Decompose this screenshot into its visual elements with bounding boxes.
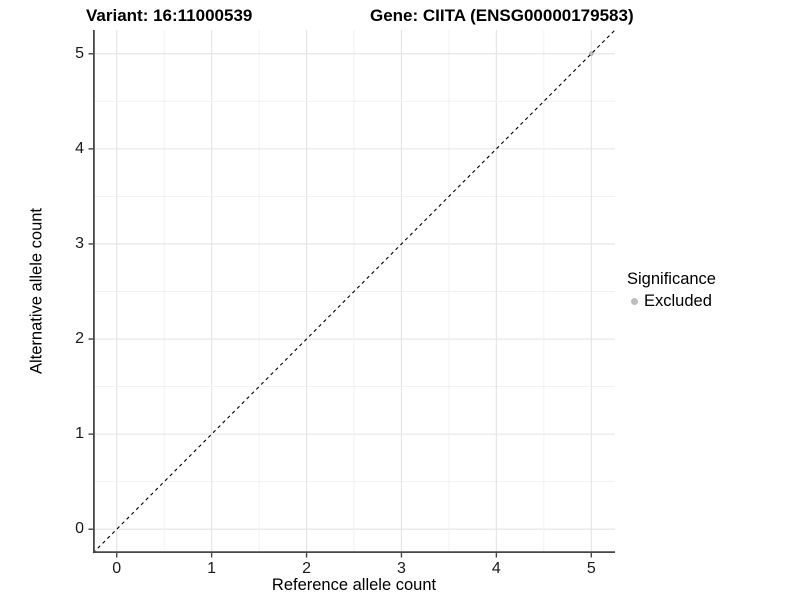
y-tick-label: 0 [75, 520, 84, 538]
x-tick-label: 2 [302, 560, 311, 577]
x-tick-label: 1 [207, 560, 217, 577]
identity-line [92, 29, 616, 554]
plot-title-variant: Variant: 16:11000539 [86, 6, 253, 25]
y-tick-label: 5 [75, 44, 84, 62]
x-tick-label: 3 [397, 560, 406, 577]
plot-title-gene: Gene: CIITA (ENSG00000179583) [370, 6, 634, 25]
plot-panel [88, 29, 616, 558]
legend-title: Significance [627, 270, 716, 288]
legend: Significance Excluded [627, 270, 716, 311]
y-axis-label: Alternative allele count [27, 207, 46, 375]
x-tick-label: 5 [586, 560, 596, 577]
y-tick-label: 2 [75, 330, 84, 348]
x-tick-label: 4 [491, 560, 501, 577]
legend-item-excluded: Excluded [627, 292, 716, 311]
chart-canvas [88, 29, 616, 558]
y-tick-label: 1 [75, 425, 84, 443]
y-tick-label: 3 [75, 234, 84, 252]
x-tick-label: 0 [112, 560, 122, 577]
x-axis-label: Reference allele count [271, 576, 437, 594]
excluded-point-icon [631, 298, 638, 305]
y-tick-label: 4 [75, 139, 84, 157]
legend-item-label: Excluded [644, 292, 712, 310]
